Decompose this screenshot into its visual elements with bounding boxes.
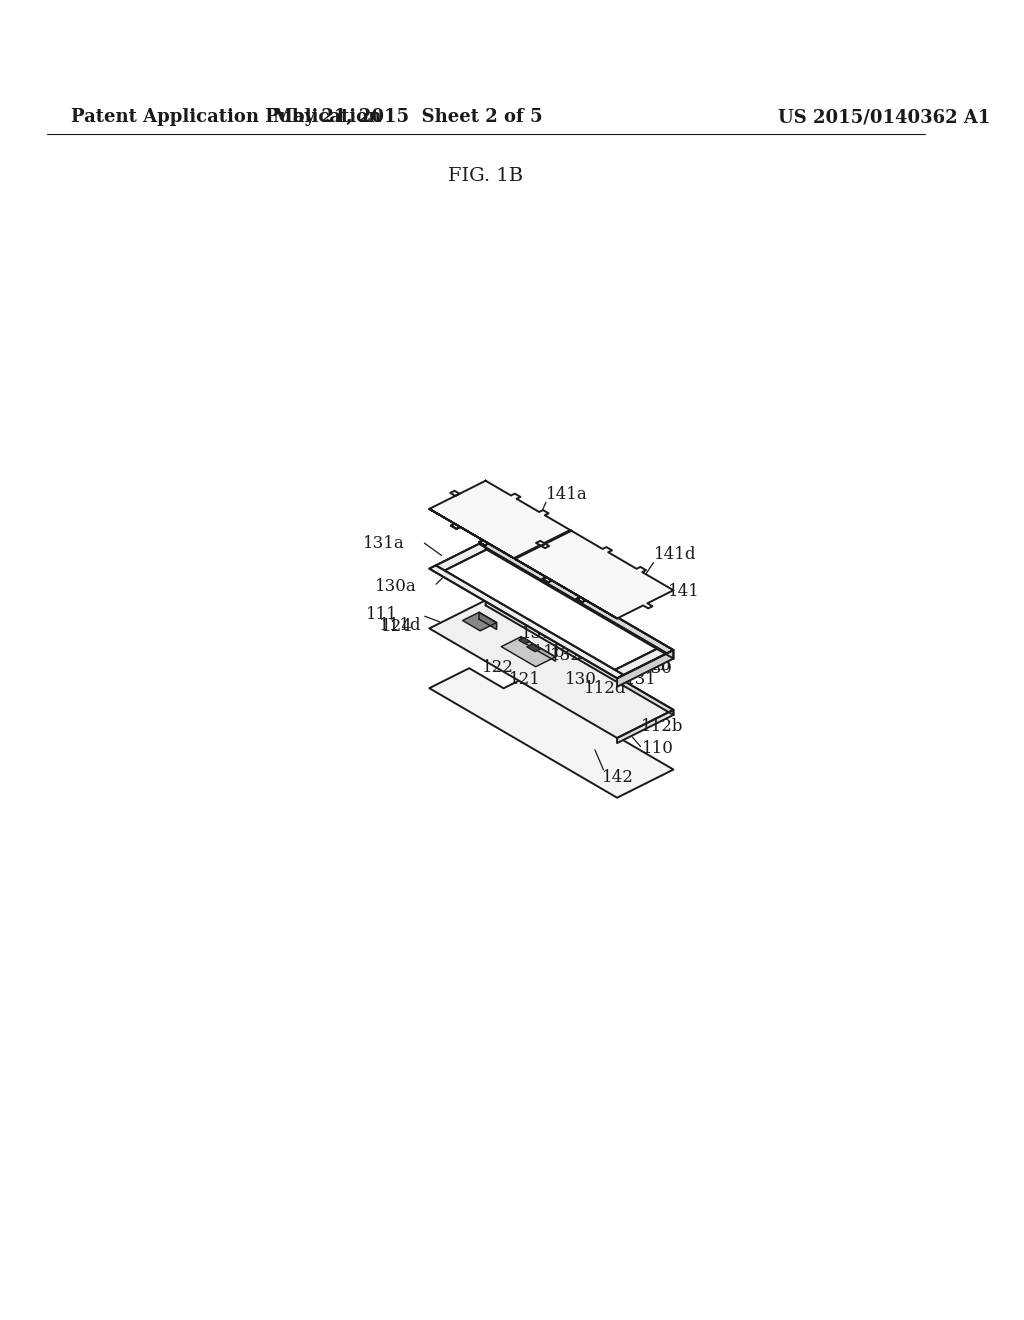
Polygon shape [617,649,674,686]
Text: 131a: 131a [362,535,404,552]
Text: 131b: 131b [630,657,672,675]
Text: 141a: 141a [546,486,588,503]
Polygon shape [519,638,529,644]
Polygon shape [485,540,674,659]
Text: 130a: 130a [375,578,416,594]
Polygon shape [429,480,570,558]
Text: 111b: 111b [523,644,565,661]
Text: 124: 124 [381,618,413,635]
Polygon shape [436,544,487,570]
Polygon shape [502,636,555,667]
Polygon shape [444,549,658,669]
Text: 132: 132 [550,647,582,664]
Text: Patent Application Publication: Patent Application Publication [71,108,381,127]
Polygon shape [617,710,674,743]
Polygon shape [564,585,574,590]
Text: 122: 122 [482,659,514,676]
Text: 112d: 112d [585,680,627,697]
Text: US 2015/0140362 A1: US 2015/0140362 A1 [778,108,990,127]
Text: 130: 130 [641,660,673,677]
Polygon shape [527,644,541,652]
Polygon shape [429,565,624,678]
Text: 142: 142 [601,768,634,785]
Text: 130: 130 [565,671,597,688]
Text: 141d: 141d [653,546,696,564]
Polygon shape [429,668,674,797]
Text: 131c: 131c [521,626,562,642]
Polygon shape [429,601,674,738]
Polygon shape [485,601,674,715]
Text: 111d: 111d [379,616,422,634]
Polygon shape [614,648,667,675]
Text: 141: 141 [668,582,700,599]
Text: 111: 111 [366,606,397,623]
Polygon shape [521,636,555,661]
Text: May 21, 2015  Sheet 2 of 5: May 21, 2015 Sheet 2 of 5 [273,108,543,127]
Text: 121: 121 [509,672,541,688]
Polygon shape [479,540,674,653]
Polygon shape [479,612,497,630]
Text: 131: 131 [626,671,657,688]
Text: 110: 110 [641,741,674,756]
Polygon shape [515,531,674,619]
Polygon shape [463,612,497,631]
Text: FIG. 1B: FIG. 1B [449,168,523,185]
Text: 112: 112 [574,645,607,663]
Text: 112b: 112b [641,718,684,735]
Text: 121a: 121a [513,599,555,616]
Text: 120: 120 [564,601,596,618]
